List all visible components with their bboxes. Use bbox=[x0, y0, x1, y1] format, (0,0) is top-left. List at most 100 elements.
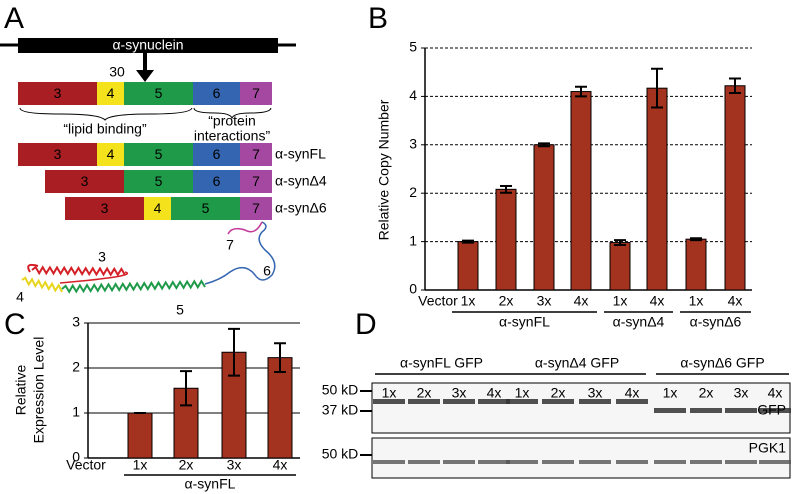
x-tick-label: Vector bbox=[66, 457, 106, 473]
region-label: “lipid binding” bbox=[63, 121, 147, 137]
band bbox=[478, 460, 510, 464]
band bbox=[654, 460, 686, 464]
error-bar bbox=[651, 67, 663, 109]
group-label: α-synFL bbox=[185, 476, 236, 492]
band bbox=[759, 460, 791, 464]
domain bbox=[18, 82, 97, 105]
lane-label: 2x bbox=[699, 385, 714, 401]
domain-label: 5 bbox=[202, 200, 210, 216]
x-tick-label: 1x bbox=[689, 293, 704, 309]
band bbox=[616, 460, 648, 464]
structure-label: 5 bbox=[176, 302, 184, 318]
marker-label: 50 kD bbox=[322, 382, 359, 398]
bar bbox=[267, 357, 293, 459]
band bbox=[408, 399, 440, 404]
lane-label: 4x bbox=[487, 385, 502, 401]
error-bar bbox=[729, 77, 741, 95]
domain bbox=[124, 82, 193, 105]
loop bbox=[204, 221, 276, 285]
y-tick-label: 1 bbox=[72, 404, 80, 420]
arrow-head bbox=[136, 70, 154, 82]
x-tick-label: 1x bbox=[133, 457, 148, 473]
band bbox=[478, 399, 510, 404]
helix bbox=[31, 265, 126, 277]
domain bbox=[240, 143, 272, 166]
x-tick-label: Vector bbox=[418, 293, 458, 309]
domain bbox=[193, 143, 240, 166]
panel-label: C bbox=[4, 308, 26, 341]
domain-label: 3 bbox=[81, 173, 89, 189]
domain bbox=[171, 197, 240, 220]
lane-label: 1x bbox=[663, 385, 678, 401]
lane-label: 4x bbox=[625, 385, 640, 401]
domain bbox=[97, 82, 124, 105]
y-tick-label: 5 bbox=[409, 39, 417, 55]
group-label: α-synFL bbox=[499, 314, 550, 330]
band bbox=[725, 408, 757, 413]
gene-bar bbox=[18, 38, 278, 53]
brace bbox=[19, 107, 193, 121]
structure-label: 4 bbox=[16, 289, 24, 305]
domain bbox=[124, 170, 193, 193]
residue: 30 bbox=[109, 64, 125, 80]
domain bbox=[240, 197, 272, 220]
domain-label: 7 bbox=[252, 200, 260, 216]
band bbox=[506, 460, 538, 464]
y-tick-label: 3 bbox=[409, 136, 417, 152]
panel-label: D bbox=[355, 308, 377, 341]
marker-label: 50 kD bbox=[322, 446, 359, 462]
band bbox=[408, 460, 440, 464]
y-tick-label: 2 bbox=[409, 184, 417, 200]
domain-label: 5 bbox=[155, 173, 163, 189]
x-tick-label: 4x bbox=[574, 293, 589, 309]
lane-label: 3x bbox=[452, 385, 467, 401]
region-label: “protein bbox=[208, 113, 255, 129]
x-tick-label: 4x bbox=[650, 293, 665, 309]
x-tick-label: 3x bbox=[537, 293, 552, 309]
band bbox=[373, 399, 405, 404]
blot-pgk1 bbox=[371, 437, 791, 479]
bar bbox=[724, 85, 746, 291]
lane-label: 2x bbox=[551, 385, 566, 401]
brace bbox=[193, 107, 272, 120]
band bbox=[542, 460, 574, 464]
band bbox=[690, 460, 722, 464]
band bbox=[373, 460, 405, 464]
error-bar bbox=[614, 239, 626, 246]
group-label: α-synΔ6 bbox=[690, 314, 742, 330]
domain-label: 3 bbox=[101, 200, 109, 216]
error-bar bbox=[462, 239, 474, 244]
domain-label: 4 bbox=[107, 85, 115, 101]
error-bar bbox=[690, 237, 702, 242]
domain bbox=[65, 197, 144, 220]
x-tick-label: 4x bbox=[273, 457, 288, 473]
band bbox=[759, 408, 791, 413]
error-bar bbox=[180, 370, 192, 407]
error-bar bbox=[274, 342, 286, 374]
domain-label: 7 bbox=[252, 85, 260, 101]
blot-group: α-synΔ6 GFP bbox=[680, 355, 764, 371]
band bbox=[506, 399, 538, 404]
y-axis-label: Expression Level bbox=[31, 337, 47, 444]
loop bbox=[27, 263, 39, 273]
error-bar bbox=[228, 327, 240, 377]
y-tick-label: 2 bbox=[72, 359, 80, 375]
bar bbox=[685, 238, 707, 291]
lane-label: 3x bbox=[588, 385, 603, 401]
bar bbox=[533, 144, 555, 291]
lane-label: 3x bbox=[734, 385, 749, 401]
domain-label: 4 bbox=[107, 146, 115, 162]
domain-label: 7 bbox=[252, 146, 260, 162]
error-bar bbox=[538, 142, 550, 148]
band bbox=[725, 460, 757, 464]
band bbox=[579, 460, 611, 464]
x-tick-label: 2x bbox=[499, 293, 514, 309]
y-tick-label: 3 bbox=[72, 314, 80, 330]
domain-label: 6 bbox=[213, 146, 221, 162]
domain-label: 3 bbox=[54, 85, 62, 101]
panel-label: A bbox=[4, 2, 24, 35]
construct-name: α-synΔ6 bbox=[275, 200, 327, 216]
panel-label: B bbox=[368, 2, 388, 35]
x-tick-label: 1x bbox=[613, 293, 628, 309]
